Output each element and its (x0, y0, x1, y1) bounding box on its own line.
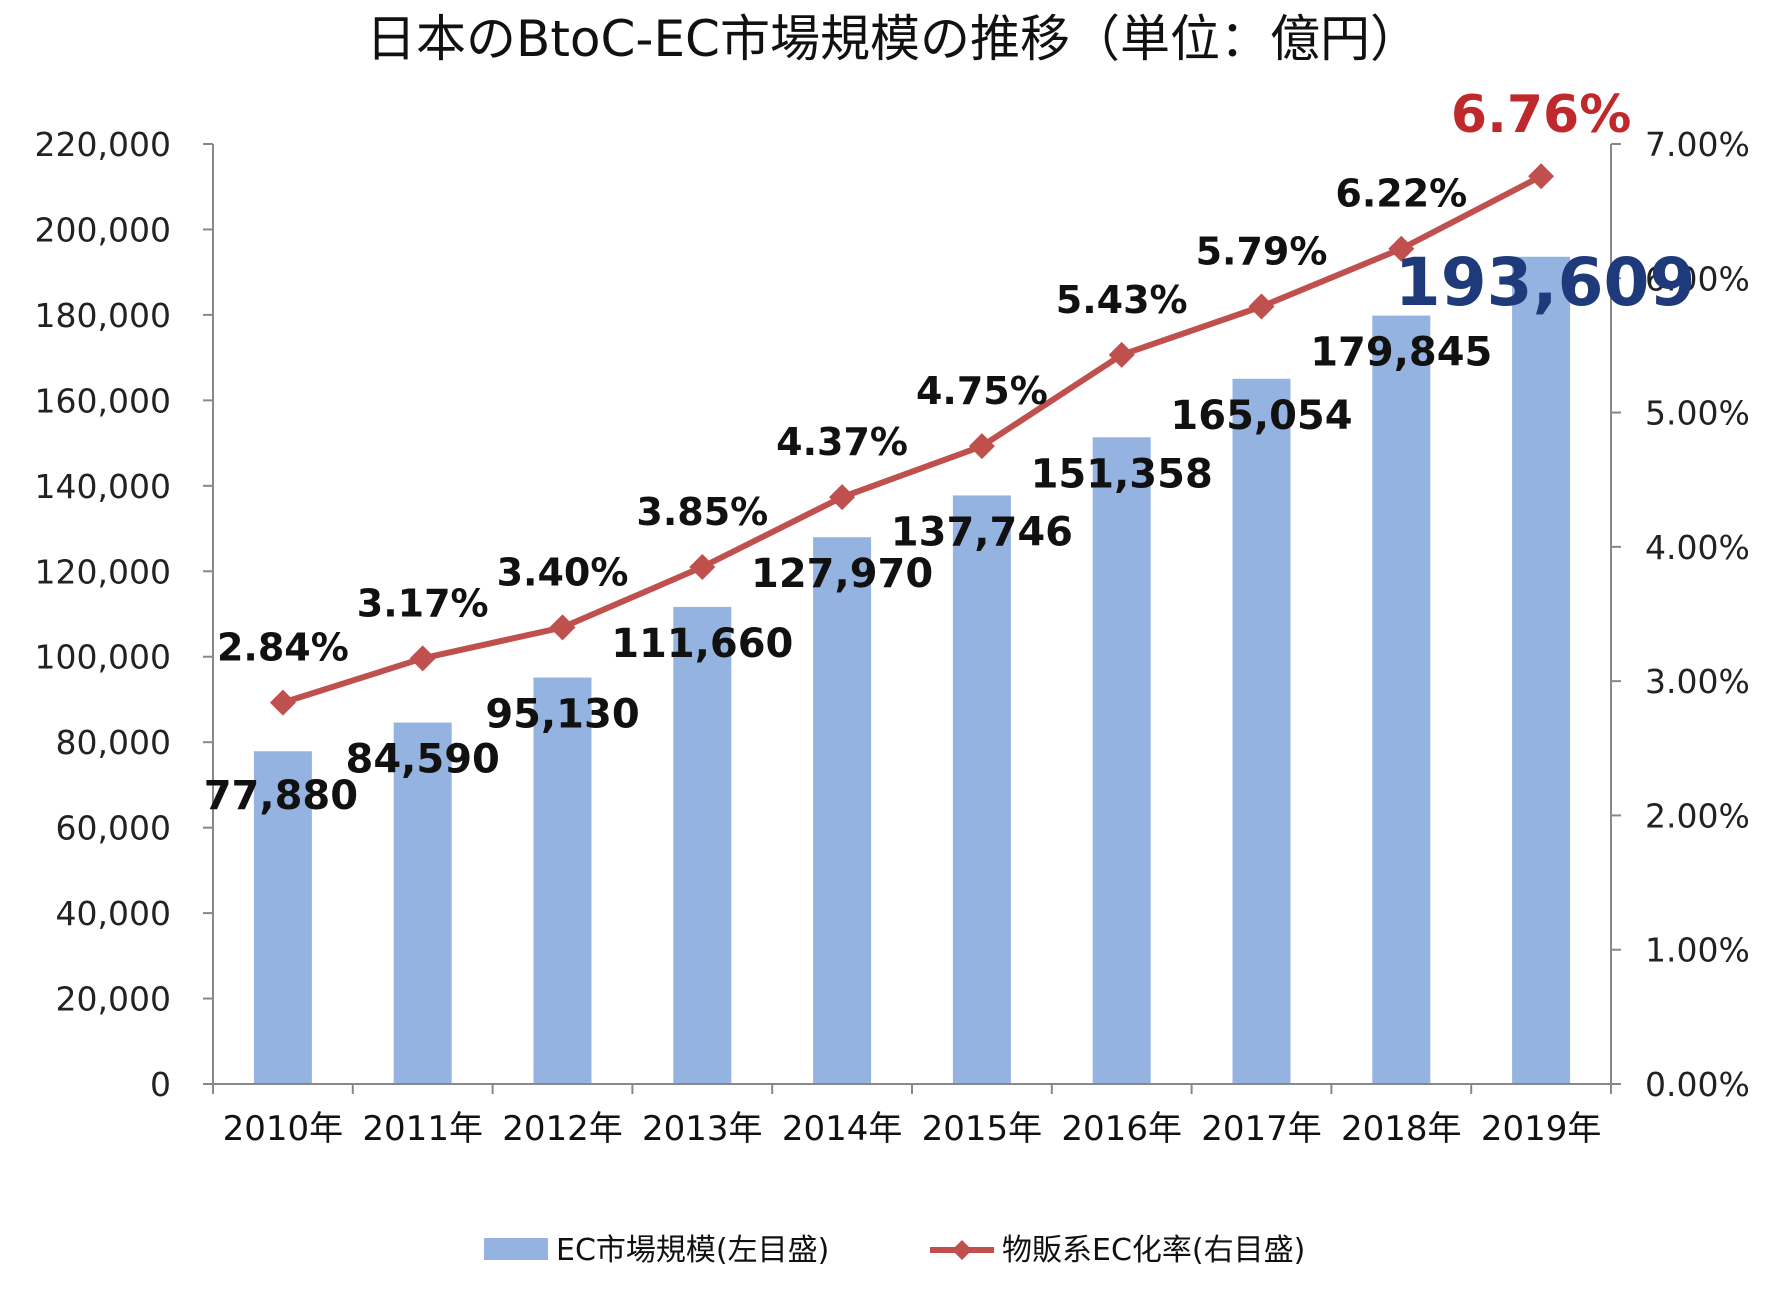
line-value-label: 5.43% (1056, 278, 1188, 322)
bar-1 (393, 722, 452, 1084)
bar-value-label: 193,609 (1395, 244, 1696, 321)
x-tick-label: 2019年 (1481, 1109, 1602, 1149)
y-left-tick-label: 160,000 (35, 381, 171, 420)
bar-9 (1512, 256, 1571, 1084)
y-left-tick-label: 200,000 (35, 210, 171, 249)
y-right-tick-label: 7.00% (1645, 125, 1750, 164)
line-value-label: 2.84% (217, 626, 349, 670)
legend-swatch-marker (952, 1240, 972, 1260)
line-point-6 (1108, 341, 1135, 368)
bar-7 (1232, 378, 1291, 1084)
x-tick-label: 2016年 (1061, 1109, 1182, 1149)
legend: EC市場規模(左目盛) 物販系EC化率(右目盛) (484, 1233, 1305, 1268)
x-tick-label: 2010年 (223, 1109, 344, 1149)
x-tick-label: 2014年 (782, 1109, 903, 1149)
line-value-label: 6.76% (1451, 85, 1631, 145)
line-point-3 (689, 554, 716, 580)
x-tick-label: 2015年 (922, 1109, 1043, 1149)
x-tick-label: 2017年 (1201, 1109, 1322, 1149)
y-left-tick-label: 0 (150, 1065, 171, 1104)
bar-value-label: 95,130 (485, 692, 639, 738)
line-value-label: 3.85% (636, 490, 768, 534)
y-left-tick-label: 140,000 (35, 467, 171, 506)
x-tick-label: 2018年 (1341, 1109, 1462, 1149)
y-left-tick-label: 80,000 (56, 723, 171, 762)
y-left-tick-label: 100,000 (35, 638, 171, 677)
line-point-4 (829, 484, 856, 511)
bar-3 (673, 606, 732, 1084)
line-group (269, 163, 1555, 716)
bar-value-label: 111,660 (611, 621, 793, 667)
bar-value-label: 151,358 (1031, 451, 1213, 497)
line-value-label: 3.40% (497, 550, 629, 594)
bar-value-label: 179,845 (1310, 330, 1492, 376)
line-point-1 (409, 645, 436, 672)
line-point-9 (1528, 163, 1555, 190)
y-right-tick-label: 0.00% (1645, 1065, 1750, 1104)
y-right-tick-label: 4.00% (1645, 528, 1750, 567)
y-left-tick-label: 220,000 (35, 125, 171, 164)
y-left-tick-label: 180,000 (35, 296, 171, 335)
line-value-label: 4.37% (776, 420, 908, 464)
bar-value-label: 84,590 (346, 737, 500, 783)
line-series-ec-rate (281, 173, 1543, 706)
y-left-tick-label: 40,000 (56, 894, 171, 933)
line-point-7 (1248, 293, 1275, 320)
bar-6 (1092, 437, 1151, 1084)
x-tick-label: 2013年 (642, 1109, 763, 1149)
y-right-tick-label: 6.00% (1645, 259, 1750, 298)
bar-group (253, 256, 1571, 1084)
legend-swatch-bar (484, 1238, 548, 1260)
bar-value-label: 165,054 (1170, 393, 1352, 439)
legend-label-bar: EC市場規模(左目盛) (556, 1233, 829, 1268)
bar-value-label: 127,970 (751, 551, 933, 597)
bar-8 (1372, 315, 1431, 1084)
bar-value-label: 137,746 (891, 509, 1073, 555)
line-value-label: 4.75% (916, 369, 1048, 413)
bar-4 (813, 537, 872, 1084)
chart-title: 日本のBtoC-EC市場規模の推移（単位：億円） (366, 10, 1420, 68)
line-point-0 (269, 689, 296, 716)
bar-0 (253, 751, 312, 1084)
line-value-label: 3.17% (357, 581, 489, 625)
line-point-8 (1388, 235, 1415, 262)
legend-label-line: 物販系EC化率(右目盛) (1002, 1233, 1305, 1268)
line-point-5 (968, 433, 995, 460)
y-right-tick-label: 1.00% (1645, 931, 1750, 970)
y-left-tick-label: 120,000 (35, 552, 171, 591)
y-right-tick-label: 2.00% (1645, 796, 1750, 835)
bar-2 (533, 677, 592, 1084)
line-value-label: 5.79% (1196, 229, 1328, 273)
axes-group: 0 20,000 40,000 60,000 80,000 100,000 120,000 1… (35, 125, 1750, 1149)
line-point-2 (549, 614, 576, 641)
x-tick-label: 2011年 (362, 1109, 483, 1149)
y-left-tick-label: 20,000 (56, 980, 171, 1019)
line-value-label: 6.22% (1335, 172, 1467, 216)
y-right-tick-label: 5.00% (1645, 394, 1750, 433)
bar-5 (952, 495, 1011, 1084)
y-left-tick-label: 60,000 (56, 809, 171, 848)
x-tick-label: 2012年 (502, 1109, 623, 1149)
y-right-tick-label: 3.00% (1645, 662, 1750, 701)
bar-value-label: 77,880 (204, 773, 358, 819)
